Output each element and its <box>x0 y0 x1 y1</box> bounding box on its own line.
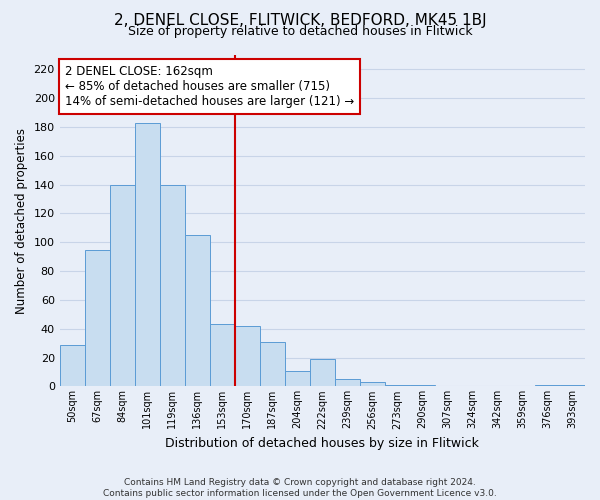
Bar <box>260 342 285 386</box>
Bar <box>410 385 435 386</box>
Text: 2 DENEL CLOSE: 162sqm
← 85% of detached houses are smaller (715)
14% of semi-det: 2 DENEL CLOSE: 162sqm ← 85% of detached … <box>65 65 354 108</box>
Bar <box>535 385 560 386</box>
Bar <box>360 382 385 386</box>
X-axis label: Distribution of detached houses by size in Flitwick: Distribution of detached houses by size … <box>166 437 479 450</box>
Bar <box>385 385 410 386</box>
Text: Size of property relative to detached houses in Flitwick: Size of property relative to detached ho… <box>128 25 472 38</box>
Bar <box>310 359 335 386</box>
Bar <box>110 184 135 386</box>
Y-axis label: Number of detached properties: Number of detached properties <box>15 128 28 314</box>
Bar <box>210 324 235 386</box>
Bar <box>85 250 110 386</box>
Bar <box>59 344 85 387</box>
Bar <box>160 184 185 386</box>
Bar <box>285 370 310 386</box>
Text: 2, DENEL CLOSE, FLITWICK, BEDFORD, MK45 1BJ: 2, DENEL CLOSE, FLITWICK, BEDFORD, MK45 … <box>113 12 487 28</box>
Bar <box>135 122 160 386</box>
Bar <box>235 326 260 386</box>
Text: Contains HM Land Registry data © Crown copyright and database right 2024.
Contai: Contains HM Land Registry data © Crown c… <box>103 478 497 498</box>
Bar <box>185 235 210 386</box>
Bar <box>335 379 360 386</box>
Bar <box>560 385 585 386</box>
